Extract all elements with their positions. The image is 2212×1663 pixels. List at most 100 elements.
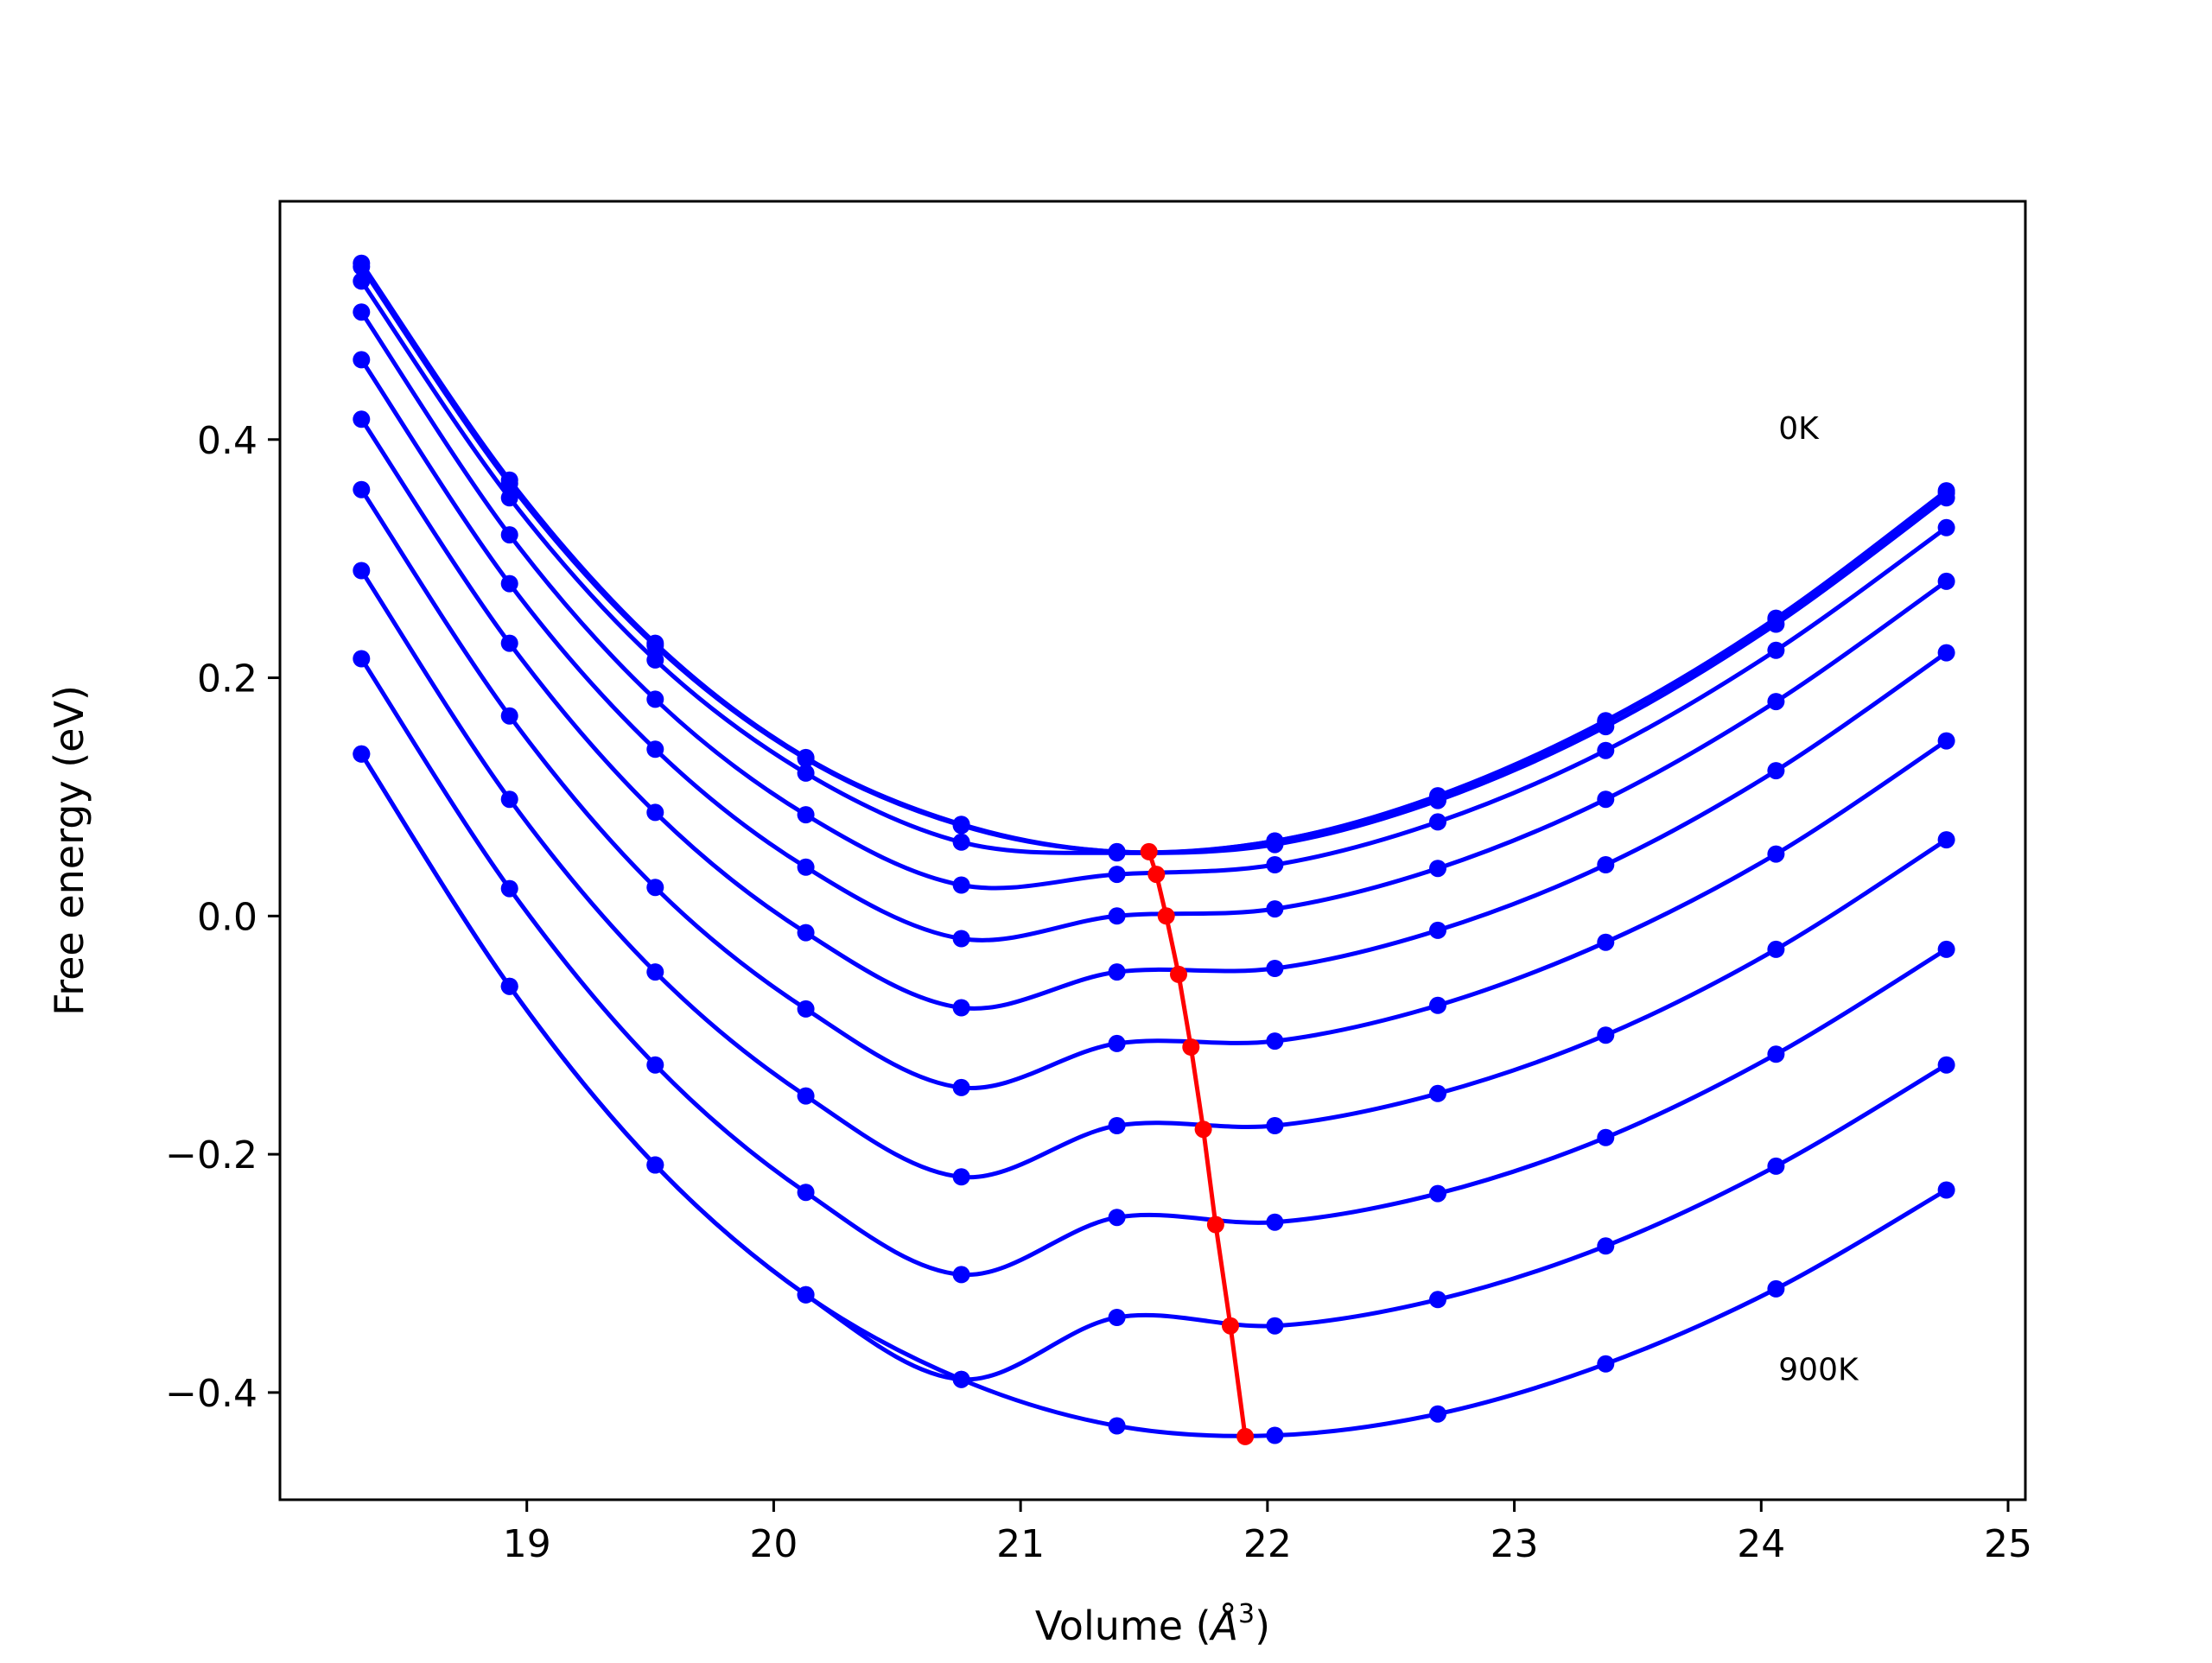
y-tick-label-1: −0.2 <box>165 1133 257 1177</box>
series-point-10-0 <box>353 745 371 763</box>
series-point-5-1 <box>500 634 518 652</box>
series-point-2-4 <box>952 833 970 851</box>
series-point-7-8 <box>1597 1026 1615 1044</box>
series-point-5-4 <box>952 999 970 1017</box>
series-point-9-10 <box>1937 1056 1955 1074</box>
series-point-3-5 <box>1108 866 1126 884</box>
minimum-path-point-5 <box>1194 1120 1212 1139</box>
series-point-5-9 <box>1767 762 1785 780</box>
series-point-10-4 <box>952 1370 970 1388</box>
series-point-6-9 <box>1767 845 1785 863</box>
x-tick-label-1: 20 <box>749 1522 798 1566</box>
series-point-5-0 <box>353 410 371 428</box>
series-point-6-6 <box>1266 1032 1284 1050</box>
series-point-2-9 <box>1767 615 1785 633</box>
minimum-path-point-6 <box>1206 1216 1224 1234</box>
series-point-3-6 <box>1266 856 1284 873</box>
series-point-4-0 <box>353 351 371 369</box>
series-point-3-10 <box>1937 518 1955 536</box>
minimum-path-layer <box>1140 842 1255 1445</box>
x-tick-label-4: 23 <box>1491 1522 1539 1566</box>
series-point-8-2 <box>646 1056 664 1074</box>
minimum-path-point-3 <box>1170 965 1187 983</box>
series-point-10-1 <box>500 977 518 995</box>
series-point-4-1 <box>500 574 518 593</box>
series-point-7-2 <box>646 963 664 981</box>
series-point-7-1 <box>500 790 518 809</box>
x-tick-label-0: 19 <box>503 1522 551 1566</box>
series-point-6-7 <box>1429 996 1446 1014</box>
y-axis-ticks: −0.4 −0.2 0.0 0.2 0.4 <box>165 419 280 1416</box>
series-point-8-9 <box>1767 1045 1785 1063</box>
series-point-8-10 <box>1937 940 1955 958</box>
y-tick-label-0: −0.4 <box>165 1372 257 1416</box>
series-point-4-10 <box>1937 572 1955 590</box>
x-tick-label-3: 22 <box>1243 1522 1292 1566</box>
x-tick-label-5: 24 <box>1737 1522 1785 1566</box>
series-point-7-4 <box>952 1168 970 1186</box>
x-tick-label-2: 21 <box>996 1522 1045 1566</box>
series-point-6-8 <box>1597 933 1615 951</box>
series-point-10-2 <box>646 1156 664 1174</box>
annotations-layer: 0K 900K <box>1778 411 1859 1387</box>
x-axis-label: Volume (Å3) <box>1035 1599 1270 1649</box>
series-point-8-8 <box>1597 1128 1615 1146</box>
series-point-6-5 <box>1108 1034 1126 1052</box>
series-point-8-4 <box>952 1266 970 1284</box>
series-point-3-1 <box>500 526 518 544</box>
series-point-1-3 <box>797 750 815 768</box>
series-point-1-2 <box>646 637 664 655</box>
series-point-5-7 <box>1429 921 1446 939</box>
minimum-path-point-4 <box>1182 1038 1200 1056</box>
series-point-10-10 <box>1937 1181 1955 1199</box>
series-line-7 <box>359 569 1948 1180</box>
series-point-1-0 <box>353 257 371 276</box>
series-point-7-0 <box>353 562 371 580</box>
minimum-path-point-8 <box>1236 1427 1255 1445</box>
series-point-10-3 <box>797 1285 815 1304</box>
series-point-9-6 <box>1266 1317 1284 1335</box>
annotation-1: 900K <box>1778 1352 1859 1387</box>
series-point-7-3 <box>797 1087 815 1105</box>
series-point-7-6 <box>1266 1117 1284 1134</box>
series-point-10-6 <box>1266 1426 1284 1444</box>
series-point-6-4 <box>952 1078 970 1096</box>
series-point-10-9 <box>1767 1279 1785 1298</box>
minimum-path-point-2 <box>1157 907 1175 925</box>
curves-layer <box>353 254 1955 1444</box>
series-point-2-0 <box>353 272 371 290</box>
series-point-4-3 <box>797 858 815 876</box>
series-point-6-0 <box>353 480 371 498</box>
annotation-0: 0K <box>1778 411 1820 447</box>
series-point-8-3 <box>797 1184 815 1202</box>
series-point-5-10 <box>1937 644 1955 662</box>
series-point-4-6 <box>1266 900 1284 918</box>
minimum-path-point-1 <box>1147 866 1166 884</box>
x-tick-label-6: 25 <box>1984 1522 2032 1566</box>
series-point-8-0 <box>353 650 371 668</box>
series-point-9-9 <box>1767 1157 1785 1175</box>
series-point-9-7 <box>1429 1291 1446 1309</box>
series-point-3-3 <box>797 806 815 824</box>
series-point-2-3 <box>797 764 815 782</box>
series-point-5-5 <box>1108 963 1126 981</box>
series-point-2-10 <box>1937 489 1955 507</box>
series-point-6-2 <box>646 879 664 897</box>
series-point-4-5 <box>1108 907 1126 925</box>
y-tick-label-4: 0.4 <box>197 419 257 463</box>
series-point-2-5 <box>1108 844 1126 862</box>
series-line-6 <box>359 488 1948 1091</box>
series-point-8-5 <box>1108 1209 1126 1227</box>
series-line-5 <box>359 417 1948 1011</box>
series-point-6-1 <box>500 707 518 725</box>
series-point-3-7 <box>1429 813 1446 831</box>
y-tick-label-3: 0.2 <box>197 657 257 701</box>
series-point-5-2 <box>646 803 664 822</box>
series-point-8-6 <box>1266 1213 1284 1231</box>
series-point-7-7 <box>1429 1084 1446 1102</box>
x-axis-ticks: 19 20 21 22 23 24 25 <box>503 1500 2032 1566</box>
series-point-2-2 <box>646 651 664 669</box>
